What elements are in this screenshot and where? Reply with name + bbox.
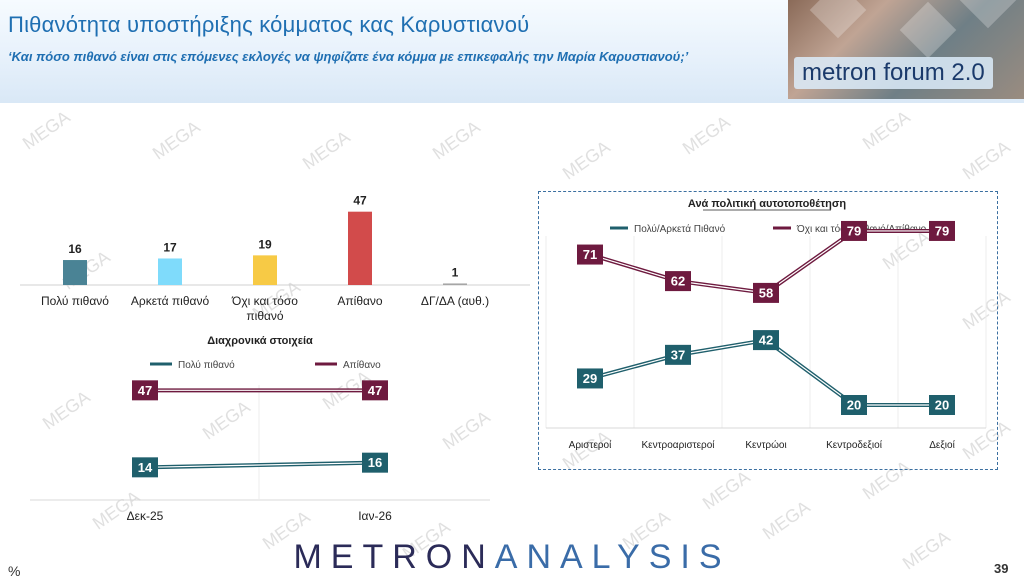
bar-category-label: Απίθανο — [337, 294, 383, 308]
data-label-box — [753, 282, 779, 303]
data-point-label: 37 — [671, 347, 685, 362]
bar — [63, 260, 87, 285]
data-point-label: 62 — [671, 274, 685, 289]
data-point-label: 29 — [583, 371, 597, 386]
data-point-label: 79 — [847, 223, 861, 238]
data-point-label: 20 — [935, 398, 949, 413]
bar-category-label: Όχι και τόσο — [231, 294, 298, 308]
data-label-box — [665, 344, 691, 365]
mega-watermark: MEGA — [958, 136, 1014, 184]
legend-label: Πολύ πιθανό — [178, 359, 235, 371]
data-label-box — [841, 220, 867, 241]
mega-watermark: MEGA — [858, 106, 914, 154]
bar-chart: 16 Πολύ πιθανό 17 Αρκετά πιθανό 19 Όχι και τό… — [20, 194, 530, 323]
bar — [158, 258, 182, 285]
ideology-x-label: Κεντροδεξιοί — [826, 439, 883, 451]
page-subtitle: ‘Και πόσο πιθανό είναι στις επόμενες εκλ… — [8, 49, 689, 64]
page-number: 39 — [994, 561, 1009, 576]
trend-title: Διαχρονικά στοιχεία — [207, 335, 313, 347]
mega-watermark: MEGA — [558, 136, 614, 184]
bar-category-label: Αρκετά πιθανό — [131, 294, 210, 308]
legend-label: Απίθανο — [343, 359, 381, 371]
bar-category-label: πιθανό — [246, 309, 284, 323]
mega-watermark: MEGA — [298, 126, 354, 174]
bar — [348, 211, 372, 285]
trend-x-label: Ιαν-26 — [358, 509, 392, 523]
logo-part-analysis: ANALYSIS — [494, 538, 731, 576]
metron-forum-logo: metron forum 2.0 — [788, 0, 1024, 99]
ideology-panel — [538, 191, 998, 470]
data-point-label: 79 — [935, 223, 949, 238]
bar-value-label: 1 — [452, 265, 459, 279]
mega-watermark: MEGA — [698, 466, 754, 514]
mega-watermark: MEGA — [148, 116, 204, 164]
data-label-box — [132, 457, 158, 478]
bar — [443, 283, 467, 285]
page-title: Πιθανότητα υποστήριξης κόμματος κας Καρυ… — [8, 12, 530, 37]
mega-watermark: MEGA — [428, 116, 484, 164]
ideology-x-label: Κεντρώοι — [745, 439, 786, 451]
data-point-label: 58 — [759, 285, 773, 300]
data-point-label: 71 — [583, 247, 597, 262]
data-label-box — [841, 395, 867, 415]
data-point-label: 14 — [138, 460, 153, 475]
bar-category-label: Πολύ πιθανό — [41, 294, 109, 308]
data-point-label: 42 — [759, 333, 773, 348]
data-label-box — [132, 380, 158, 401]
logo-text: metron forum 2.0 — [794, 57, 993, 89]
mega-watermark: MEGA — [678, 111, 734, 159]
trend-chart: Διαχρονικά στοιχεία Πολύ πιθανό Απίθανο 14 1… — [30, 335, 490, 523]
data-label-box — [753, 330, 779, 351]
data-label-box — [929, 220, 955, 241]
data-point-label: 20 — [847, 398, 861, 413]
data-label-box — [577, 244, 603, 265]
bar-value-label: 47 — [353, 194, 367, 208]
data-label-box — [362, 452, 388, 473]
trend-x-label: Δεκ-25 — [127, 509, 164, 523]
data-point-label: 47 — [368, 383, 382, 398]
bar-value-label: 16 — [68, 242, 82, 256]
legend-label: Πολύ/Αρκετά Πιθανό — [634, 223, 726, 235]
logo-part-metron: METRON — [293, 538, 495, 576]
data-point-label: 47 — [138, 383, 152, 398]
bar-value-label: 17 — [163, 240, 177, 254]
ideology-chart: Ανά πολιτική αυτοτοποθέτηση Πολύ/Αρκετά Π… — [545, 198, 987, 451]
series-line-highlight — [144, 462, 376, 468]
data-label-box — [577, 368, 603, 389]
mega-watermark: MEGA — [18, 106, 74, 154]
bar-value-label: 19 — [258, 237, 272, 251]
data-label-box — [929, 395, 955, 415]
data-label-box — [665, 271, 691, 292]
ideology-x-label: Κεντροαριστεροί — [641, 439, 715, 451]
ideology-x-label: Αριστεροί — [569, 439, 612, 451]
data-point-label: 16 — [368, 455, 382, 470]
percent-sign: % — [8, 563, 21, 579]
bar — [253, 255, 277, 285]
metron-analysis-logo: METRONANALYSIS — [0, 538, 1024, 577]
ideology-title: Ανά πολιτική αυτοτοποθέτηση — [688, 198, 846, 210]
ideology-x-label: Δεξιοί — [929, 439, 955, 451]
bar-category-label: ΔΓ/ΔΑ (αυθ.) — [421, 294, 489, 308]
data-label-box — [362, 380, 388, 401]
